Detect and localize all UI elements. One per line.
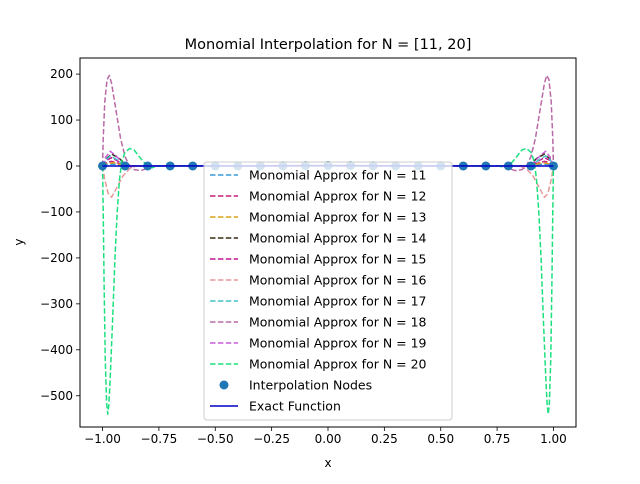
y-tick-label: −200 bbox=[40, 251, 73, 265]
y-tick-label: −100 bbox=[40, 205, 73, 219]
y-axis-label: y bbox=[12, 238, 26, 245]
y-tick-label: 200 bbox=[50, 67, 73, 81]
x-tick-label: −0.50 bbox=[197, 432, 234, 446]
legend-marker bbox=[220, 381, 229, 390]
x-tick-label: −0.25 bbox=[253, 432, 290, 446]
x-tick-label: 0.25 bbox=[371, 432, 398, 446]
x-tick-label: 1.00 bbox=[540, 432, 567, 446]
y-tick-label: 0 bbox=[65, 159, 73, 173]
x-tick-label: 0.00 bbox=[315, 432, 342, 446]
legend-label: Monomial Approx for N = 11 bbox=[249, 168, 427, 183]
legend-label: Monomial Approx for N = 14 bbox=[249, 231, 427, 246]
y-tick-label: 100 bbox=[50, 113, 73, 127]
chart-title: Monomial Interpolation for N = [11, 20] bbox=[185, 37, 472, 53]
legend: Monomial Approx for N = 11 Monomial Appro… bbox=[204, 162, 452, 420]
legend-label: Monomial Approx for N = 17 bbox=[249, 294, 427, 309]
legend-label: Interpolation Nodes bbox=[249, 378, 372, 393]
legend-label: Monomial Approx for N = 19 bbox=[249, 336, 427, 351]
x-tick-label: 0.75 bbox=[484, 432, 511, 446]
legend-label: Monomial Approx for N = 15 bbox=[249, 252, 427, 267]
legend-label: Monomial Approx for N = 13 bbox=[249, 210, 427, 225]
x-axis-label: x bbox=[324, 456, 331, 470]
x-tick-label: −0.75 bbox=[141, 432, 178, 446]
legend-label: Monomial Approx for N = 20 bbox=[249, 357, 427, 372]
legend-label: Monomial Approx for N = 18 bbox=[249, 315, 427, 330]
legend-label: Monomial Approx for N = 16 bbox=[249, 273, 427, 288]
x-tick-label: 0.50 bbox=[427, 432, 454, 446]
legend-label: Monomial Approx for N = 12 bbox=[249, 189, 427, 204]
x-tick-label: −1.00 bbox=[84, 432, 121, 446]
legend-label: Exact Function bbox=[249, 399, 341, 414]
y-tick-label: −400 bbox=[40, 343, 73, 357]
y-tick-label: −500 bbox=[40, 389, 73, 403]
y-tick-label: −300 bbox=[40, 297, 73, 311]
